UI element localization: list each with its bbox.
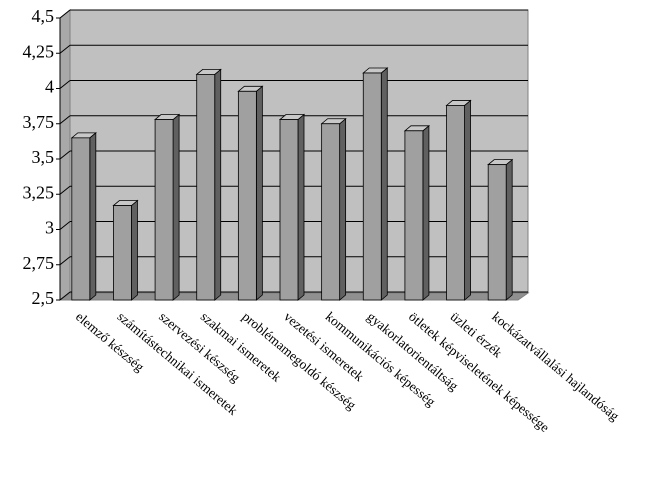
bar xyxy=(279,119,299,301)
bar-side xyxy=(255,85,263,301)
bar xyxy=(154,119,174,301)
bar-side xyxy=(339,117,347,301)
grid-line xyxy=(59,291,71,301)
y-tick-label: 4,25 xyxy=(23,41,55,61)
grid-line xyxy=(59,256,71,266)
bar-side xyxy=(214,68,222,301)
bar-side xyxy=(297,113,305,301)
bar xyxy=(362,72,382,301)
grid-line xyxy=(59,185,71,195)
grid-line xyxy=(59,150,71,160)
bar-side xyxy=(422,124,430,301)
bar-side xyxy=(505,158,513,301)
y-tick-label: 4 xyxy=(45,77,54,97)
bar xyxy=(321,123,341,301)
grid-line xyxy=(59,115,71,125)
y-tick-label: 3,75 xyxy=(23,112,55,132)
y-tick-label: 4,5 xyxy=(32,6,55,26)
grid-line xyxy=(59,221,71,230)
bar xyxy=(237,90,257,301)
bar xyxy=(446,105,465,301)
y-tick-label: 3 xyxy=(45,218,54,238)
bar-side xyxy=(131,199,138,301)
bar xyxy=(196,74,216,301)
bar-side xyxy=(89,131,97,301)
y-tick-label: 2,5 xyxy=(32,288,55,308)
bar xyxy=(113,205,132,301)
bar-side xyxy=(380,67,388,301)
grid-line xyxy=(59,9,71,19)
grid-line xyxy=(59,80,71,89)
bar xyxy=(404,130,424,301)
grid-line xyxy=(59,44,71,54)
y-tick-label: 2,75 xyxy=(23,253,55,273)
y-tick-label: 3,5 xyxy=(32,147,55,167)
bar-side xyxy=(172,113,180,301)
bar xyxy=(71,137,91,301)
y-tick-label: 3,25 xyxy=(23,182,55,202)
bar xyxy=(487,164,507,301)
bar-side xyxy=(464,99,471,301)
